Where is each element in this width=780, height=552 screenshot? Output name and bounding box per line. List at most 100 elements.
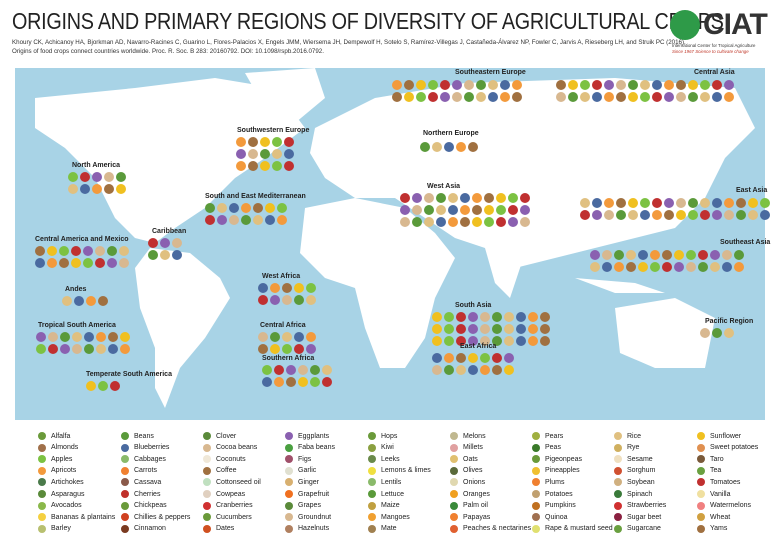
crop-icon — [626, 262, 636, 272]
crop-icon — [84, 332, 94, 342]
crop-icon — [274, 377, 284, 387]
crop-icon — [492, 365, 502, 375]
legend-item: Pears — [532, 432, 563, 440]
crop-icon — [614, 513, 622, 522]
crop-icon — [556, 92, 566, 102]
crop-icon — [532, 443, 540, 452]
legend-item: Apples — [38, 455, 72, 464]
crop-icon — [697, 524, 705, 533]
crop-icon — [203, 478, 211, 487]
crop-icon — [664, 80, 674, 90]
crop-icon — [272, 137, 282, 147]
crop-icon — [236, 149, 246, 159]
legend-item: Lemons & limes — [368, 466, 431, 475]
crop-icon — [456, 142, 466, 152]
crop-icon — [650, 250, 660, 260]
crop-icon — [285, 466, 293, 475]
legend-label: Cinnamon — [134, 525, 166, 533]
crop-icon — [203, 524, 211, 533]
crop-icon — [472, 205, 482, 215]
crop-icon — [450, 490, 458, 498]
crop-icon — [260, 137, 270, 147]
crop-icon — [688, 92, 698, 102]
legend-item: Lentils — [368, 478, 401, 487]
crop-icon — [722, 250, 732, 260]
crop-icon — [282, 283, 292, 293]
crop-icon — [229, 203, 239, 213]
crop-icon — [248, 161, 258, 171]
crop-icon — [294, 295, 304, 305]
region-label: Southwestern Europe — [237, 127, 310, 134]
crop-icon — [248, 137, 258, 147]
crop-icon — [674, 250, 684, 260]
crop-icon — [444, 142, 454, 152]
crop-icon — [734, 262, 744, 272]
legend-label: Oranges — [463, 490, 490, 498]
legend-label: Artichokes — [51, 478, 84, 486]
crop-icon — [626, 250, 636, 260]
crop-icon — [306, 283, 316, 293]
legend-label: Onions — [463, 478, 486, 486]
crop-icon — [674, 262, 684, 272]
legend-item: Lettuce — [368, 490, 404, 498]
crop-icon — [262, 365, 272, 375]
south-america — [135, 248, 230, 408]
crop-icon — [248, 149, 258, 159]
crop-icon — [532, 524, 540, 533]
crop-icon — [368, 432, 376, 440]
legend-label: Mate — [381, 525, 397, 533]
crop-icon — [38, 501, 46, 510]
crop-icon — [616, 80, 626, 90]
legend-label: Apricots — [51, 467, 77, 475]
region-label: Central Asia — [694, 69, 735, 76]
crop-icon — [734, 250, 744, 260]
crop-icon — [86, 296, 96, 306]
crop-icon — [460, 217, 470, 227]
crop-icon — [368, 501, 376, 510]
legend-item: Oats — [450, 455, 478, 464]
crop-icon — [512, 80, 522, 90]
crop-icon — [416, 80, 426, 90]
crop-icon — [74, 296, 84, 306]
crop-icon — [60, 332, 70, 342]
region-label: Southern Africa — [262, 355, 315, 362]
legend-item: Sugarcane — [614, 524, 661, 533]
crop-icon — [121, 490, 129, 498]
legend-item: Pumpkins — [532, 501, 576, 510]
crop-icon — [604, 198, 614, 208]
crop-icon — [285, 513, 293, 522]
crop-icon — [35, 258, 45, 268]
legend-label: Beans — [134, 432, 154, 440]
legend-item: Asparagus — [38, 490, 84, 498]
crop-icon — [121, 455, 129, 464]
region-label: West Asia — [427, 183, 461, 190]
crop-icon — [484, 217, 494, 227]
crop-icon — [92, 184, 102, 194]
crop-icon — [520, 193, 530, 203]
legend-label: Tea — [710, 467, 722, 475]
ciat-logo: CIAT International Center for Tropical A… — [670, 8, 770, 60]
page-title: ORIGINS AND PRIMARY REGIONS OF DIVERSITY… — [12, 8, 724, 34]
crop-icon — [532, 490, 540, 498]
crop-icon — [504, 353, 514, 363]
crop-icon — [614, 466, 622, 475]
crop-icon — [203, 490, 211, 498]
crop-icon — [724, 328, 734, 338]
crop-icon — [652, 198, 662, 208]
greenland — [245, 68, 325, 123]
crop-icon — [456, 353, 466, 363]
australia — [615, 298, 715, 368]
legend-label: Sunflower — [710, 432, 742, 440]
crop-icon — [697, 432, 705, 440]
legend-item: Tomatoes — [697, 478, 740, 487]
legend-label: Sorghum — [627, 467, 656, 475]
legend-label: Cocoa beans — [216, 444, 258, 452]
crop-icon — [664, 198, 674, 208]
indonesia — [575, 278, 665, 293]
region-crop-icons — [36, 332, 132, 354]
region-label: Pacific Region — [705, 318, 754, 325]
crop-icon — [306, 332, 316, 342]
crop-icon — [265, 203, 275, 213]
region-crop-icons — [205, 203, 289, 225]
crop-icon — [676, 210, 686, 220]
